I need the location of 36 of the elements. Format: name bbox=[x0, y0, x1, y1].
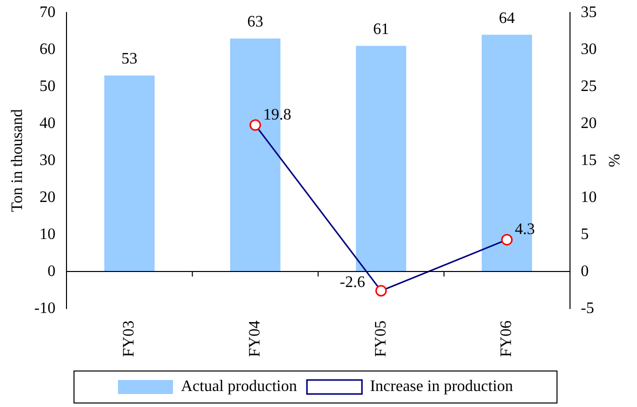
y2-tick-label: 25 bbox=[580, 78, 597, 95]
y2-tick-label: 10 bbox=[580, 188, 597, 206]
y-tick-label: 60 bbox=[40, 40, 56, 58]
bar bbox=[104, 75, 155, 272]
data-label: 61 bbox=[373, 21, 390, 38]
y2-tick-label: 15 bbox=[580, 152, 597, 169]
legend-label: Increase in production bbox=[370, 378, 514, 396]
data-label: 19.8 bbox=[263, 106, 292, 124]
y2-tick-label: 35 bbox=[580, 4, 597, 21]
y-tick-label: 50 bbox=[40, 78, 56, 95]
bar bbox=[356, 46, 406, 272]
y2-tick-label: -5 bbox=[580, 300, 594, 317]
y-axis-title: Ton in thousand bbox=[8, 109, 26, 212]
x-tick-label: FY06 bbox=[498, 320, 516, 357]
y2-tick-label: 0 bbox=[580, 262, 589, 280]
y-tick-label: 70 bbox=[40, 4, 56, 21]
x-tick-label: FY04 bbox=[246, 320, 264, 357]
y-tick-label: 30 bbox=[40, 152, 56, 169]
data-label: 53 bbox=[121, 50, 138, 68]
y2-tick-label: 30 bbox=[580, 40, 597, 58]
y2-tick-label: 5 bbox=[580, 226, 589, 243]
bar bbox=[482, 34, 532, 272]
y-tick-label: 20 bbox=[40, 188, 56, 206]
data-label: -2.6 bbox=[340, 274, 366, 291]
y-tick-label: 0 bbox=[48, 262, 56, 280]
y2-tick-label: 20 bbox=[580, 114, 597, 132]
legend-label: Actual production bbox=[180, 378, 297, 396]
y-tick-label: 10 bbox=[40, 226, 56, 243]
y-tick-label: -10 bbox=[34, 300, 56, 317]
data-label: 64 bbox=[498, 10, 515, 27]
y2-axis-title: % bbox=[605, 154, 622, 168]
y-tick-label: 40 bbox=[40, 114, 56, 132]
x-tick-label: FY03 bbox=[120, 320, 138, 357]
data-label: 63 bbox=[247, 14, 264, 31]
x-tick-label: FY05 bbox=[372, 320, 390, 357]
data-label: 4.3 bbox=[514, 220, 535, 238]
